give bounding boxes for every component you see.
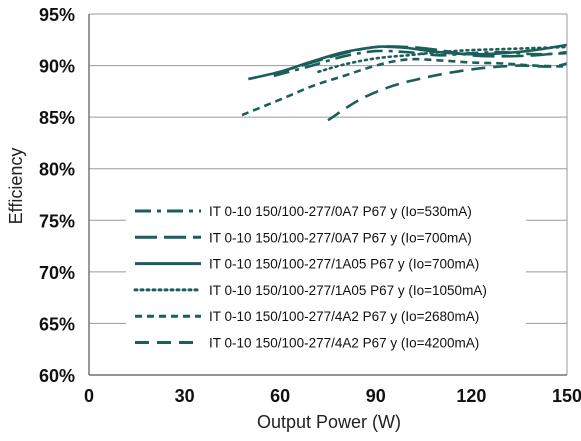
series-line-6 xyxy=(327,62,568,122)
x-tick-label: 120 xyxy=(456,386,486,406)
y-tick-label: 90% xyxy=(39,57,75,77)
legend-box xyxy=(126,195,526,359)
series-line-4 xyxy=(317,45,569,74)
series-line-3 xyxy=(248,43,568,81)
y-tick-label: 80% xyxy=(39,160,75,180)
y-tick-label: 65% xyxy=(39,314,75,334)
x-tick-label: 90 xyxy=(366,386,386,406)
legend-label-1: IT 0-10 150/100-277/0A7 P67 y (Io=530mA) xyxy=(209,204,472,219)
legend-label-3: IT 0-10 150/100-277/1A05 P67 y (Io=700mA… xyxy=(209,257,479,272)
legend-label-2: IT 0-10 150/100-277/0A7 P67 y (Io=700mA) xyxy=(209,230,472,245)
y-tick-label: 95% xyxy=(39,5,75,25)
y-axis-label: Efficiency xyxy=(6,148,26,225)
y-tick-label: 85% xyxy=(39,108,75,128)
x-tick-label: 60 xyxy=(270,386,290,406)
legend-label-5: IT 0-10 150/100-277/4A2 P67 y (Io=2680mA… xyxy=(209,309,479,324)
axes xyxy=(88,14,568,376)
legend-label-6: IT 0-10 150/100-277/4A2 P67 y (Io=4200mA… xyxy=(209,336,479,351)
x-tick-label: 30 xyxy=(175,386,195,406)
legend-label-4: IT 0-10 150/100-277/1A05 P67 y (Io=1050m… xyxy=(209,283,487,298)
y-tick-label: 70% xyxy=(39,263,75,283)
series-lines xyxy=(241,43,569,122)
tick-labels: 60% 65% 70% 75% 80% 85% 90% 95% 0 30 60 90 120 150 xyxy=(39,5,581,406)
series-line-5 xyxy=(241,57,568,117)
y-tick-label: 60% xyxy=(39,366,75,386)
x-tick-label: 150 xyxy=(552,386,581,406)
legend: IT 0-10 150/100-277/0A7 P67 y (Io=530mA)… xyxy=(133,204,487,351)
legend-background xyxy=(126,195,526,359)
x-axis-label: Output Power (W) xyxy=(257,412,401,432)
y-tick-label: 75% xyxy=(39,211,75,231)
x-tick-label: 0 xyxy=(84,386,94,406)
series-line-2 xyxy=(273,45,568,76)
